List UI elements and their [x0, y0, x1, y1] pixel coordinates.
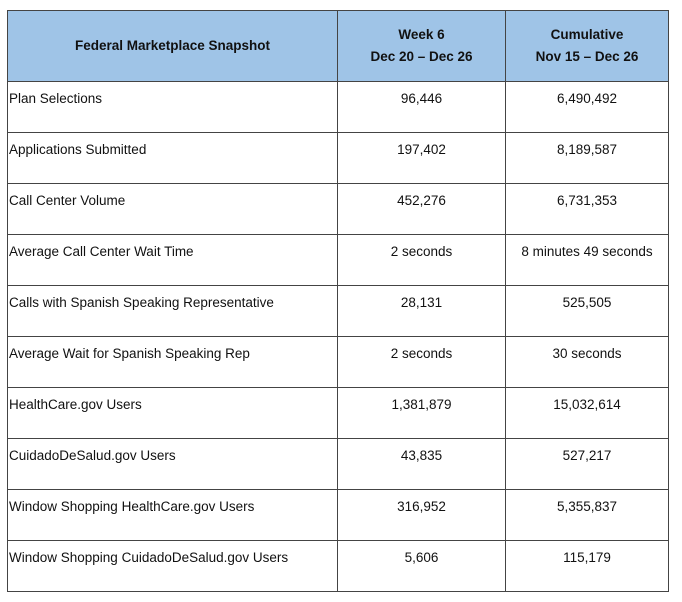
cumulative-value: 527,217 [562, 448, 612, 463]
cumulative-value: 15,032,614 [553, 397, 621, 412]
cumulative-value: 6,731,353 [556, 193, 618, 208]
row-label-cell: Calls with Spanish Speaking Representati… [7, 285, 338, 337]
row-label-cell: Average Wait for Spanish Speaking Rep [7, 336, 338, 388]
week-value-cell: 452,276 [337, 183, 506, 235]
row-label-cell: HealthCare.gov Users [7, 387, 338, 439]
header-metric-title: Federal Marketplace Snapshot [74, 38, 271, 53]
header-week: Week 6 Dec 20 – Dec 26 [337, 10, 506, 82]
row-label-cell: CuidadoDeSalud.gov Users [7, 438, 338, 490]
row-label: Applications Submitted [9, 142, 147, 157]
cumulative-value-cell: 8 minutes 49 seconds [505, 234, 669, 286]
table-row: Applications Submitted 197,402 8,189,587 [7, 132, 669, 184]
cumulative-value: 8,189,587 [556, 142, 618, 157]
marketplace-snapshot-table: Federal Marketplace Snapshot Week 6 Dec 2… [7, 10, 669, 592]
header-cumulative-range: Nov 15 – Dec 26 [535, 49, 639, 64]
week-value-cell: 1,381,879 [337, 387, 506, 439]
row-label: Window Shopping HealthCare.gov Users [9, 499, 255, 514]
week-value: 197,402 [397, 142, 446, 157]
cumulative-value-cell: 115,179 [505, 540, 669, 592]
table-row: Average Call Center Wait Time 2 seconds 8 … [7, 234, 669, 286]
row-label-cell: Window Shopping CuidadoDeSalud.gov Users [7, 540, 338, 592]
row-label: Calls with Spanish Speaking Representati… [9, 295, 274, 310]
header-cumulative-title: Cumulative [550, 27, 624, 42]
week-value-cell: 5,606 [337, 540, 506, 592]
header-cumulative: Cumulative Nov 15 – Dec 26 [505, 10, 669, 82]
cumulative-value-cell: 8,189,587 [505, 132, 669, 184]
cumulative-value-cell: 15,032,614 [505, 387, 669, 439]
table-row: Plan Selections 96,446 6,490,492 [7, 81, 669, 133]
table-row: Window Shopping CuidadoDeSalud.gov Users… [7, 540, 669, 592]
week-value: 2 seconds [390, 244, 453, 259]
row-label-cell: Call Center Volume [7, 183, 338, 235]
week-value: 28,131 [400, 295, 443, 310]
week-value-cell: 96,446 [337, 81, 506, 133]
row-label: Window Shopping CuidadoDeSalud.gov Users [9, 550, 289, 565]
cumulative-value: 6,490,492 [556, 91, 618, 106]
row-label: Average Call Center Wait Time [9, 244, 194, 259]
row-label-cell: Window Shopping HealthCare.gov Users [7, 489, 338, 541]
header-week-range: Dec 20 – Dec 26 [370, 49, 473, 64]
table-row: HealthCare.gov Users 1,381,879 15,032,614 [7, 387, 669, 439]
week-value: 1,381,879 [391, 397, 452, 412]
week-value-cell: 197,402 [337, 132, 506, 184]
table-row: Average Wait for Spanish Speaking Rep 2 s… [7, 336, 669, 388]
week-value-cell: 316,952 [337, 489, 506, 541]
cumulative-value: 8 minutes 49 seconds [521, 244, 653, 259]
cumulative-value-cell: 527,217 [505, 438, 669, 490]
cumulative-value: 5,355,837 [556, 499, 618, 514]
week-value: 2 seconds [390, 346, 453, 361]
header-row: Federal Marketplace Snapshot Week 6 Dec 2… [7, 10, 669, 82]
cumulative-value: 525,505 [562, 295, 612, 310]
week-value-cell: 43,835 [337, 438, 506, 490]
row-label: HealthCare.gov Users [9, 397, 142, 412]
week-value: 5,606 [404, 550, 439, 565]
row-label-cell: Applications Submitted [7, 132, 338, 184]
row-label: CuidadoDeSalud.gov Users [9, 448, 176, 463]
row-label: Plan Selections [9, 91, 103, 106]
week-value: 452,276 [397, 193, 446, 208]
week-value: 96,446 [400, 91, 443, 106]
table-row: Calls with Spanish Speaking Representati… [7, 285, 669, 337]
header-metric: Federal Marketplace Snapshot [7, 10, 338, 82]
cumulative-value: 115,179 [563, 550, 611, 565]
header-week-title: Week 6 [398, 27, 445, 42]
cumulative-value-cell: 5,355,837 [505, 489, 669, 541]
cumulative-value: 30 seconds [552, 346, 622, 361]
cumulative-value-cell: 525,505 [505, 285, 669, 337]
row-label: Call Center Volume [9, 193, 126, 208]
row-label-cell: Plan Selections [7, 81, 338, 133]
cumulative-value-cell: 6,490,492 [505, 81, 669, 133]
week-value-cell: 2 seconds [337, 234, 506, 286]
week-value-cell: 28,131 [337, 285, 506, 337]
cumulative-value-cell: 6,731,353 [505, 183, 669, 235]
table-row: CuidadoDeSalud.gov Users 43,835 527,217 [7, 438, 669, 490]
row-label-cell: Average Call Center Wait Time [7, 234, 338, 286]
table-row: Call Center Volume 452,276 6,731,353 [7, 183, 669, 235]
row-label: Average Wait for Spanish Speaking Rep [9, 346, 250, 361]
week-value: 43,835 [400, 448, 443, 463]
week-value-cell: 2 seconds [337, 336, 506, 388]
week-value: 316,952 [397, 499, 446, 514]
table-row: Window Shopping HealthCare.gov Users 316,… [7, 489, 669, 541]
cumulative-value-cell: 30 seconds [505, 336, 669, 388]
